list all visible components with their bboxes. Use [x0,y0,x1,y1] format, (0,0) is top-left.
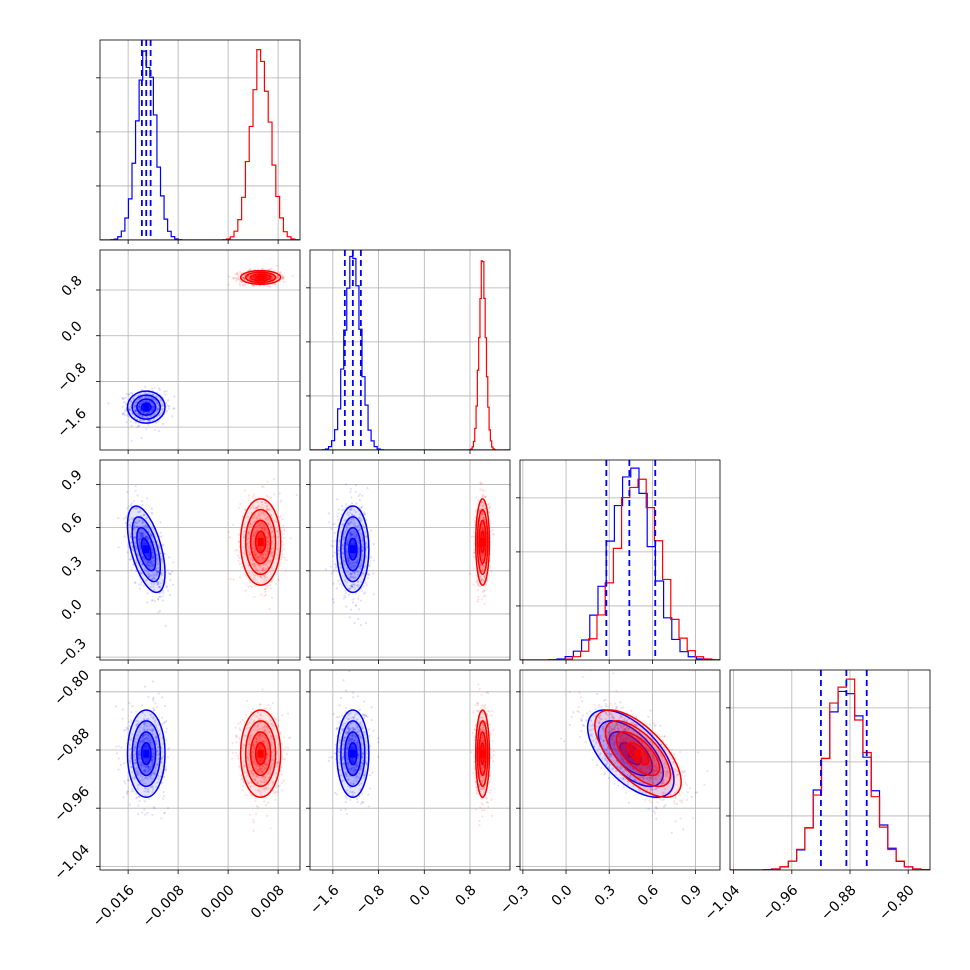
scatter-series-0 [114,680,171,820]
panel-content [107,264,294,442]
axes-frame [99,249,301,451]
axes-frame [519,459,721,661]
histogram-series-1 [310,260,510,450]
x-tick-label: 0.0 [407,882,434,909]
y-tick-label: 0.8 [59,273,86,300]
panel-content [520,460,720,660]
x-tick-label: 0.008 [248,882,288,922]
density-peak [257,749,264,758]
histogram-series-0 [100,50,300,240]
y-tick-label: 0.0 [59,318,86,345]
scatter-series-0 [327,670,380,816]
y-tick-label: 0.9 [59,467,86,494]
density-peak [349,749,356,758]
y-tick-label: −0.88 [51,725,93,767]
panel-content [310,250,510,450]
y-tick-label: −0.8 [55,360,90,395]
panel-3-3: −1.04 −0.96 −0.88 −0.80 [702,669,931,924]
density-peak [479,749,486,758]
axes-frame [729,669,931,871]
histogram-series-0 [520,467,720,660]
x-tick-label: 0.0 [549,882,576,909]
x-tick-label: −0.016 [90,882,138,930]
scatter-series-1 [470,683,495,827]
y-tick-label: 0.0 [59,597,86,624]
density-peak [349,545,356,554]
x-tick-label: −0.008 [140,882,188,930]
histogram-series-0 [310,255,510,450]
scatter-series-1 [469,481,495,605]
axes-frame [99,39,301,241]
panel-content [117,478,298,627]
x-tick-label: 0.3 [592,882,619,909]
panel-0-0 [96,39,301,244]
panel-2-2 [516,459,721,664]
panel-content [100,40,300,240]
panel-content [114,680,292,832]
panel-content [730,670,930,870]
scatter-series-1 [227,478,298,611]
density-peak [634,749,641,758]
x-tick-label: −0.96 [760,882,802,924]
x-tick-label: −1.04 [702,882,744,924]
axes-frame [99,459,301,661]
y-tick-label: −0.96 [51,783,93,825]
x-tick-label: −0.8 [353,882,388,917]
histogram-series-1 [100,48,300,240]
x-tick-label: 0.000 [198,882,238,922]
panel-3-2: −0.3 0.0 0.3 0.6 0.9 [497,669,721,918]
scatter-series-0 [325,483,375,627]
histogram-series-1 [520,478,720,660]
panel-2-0: −0.3 0.0 0.3 0.6 0.9 [55,459,301,671]
scatter-series-1 [227,264,294,288]
x-tick-label: −0.88 [818,882,860,924]
panel-1-1 [306,249,511,454]
axes-frame [519,669,721,871]
axes-frame [309,249,511,451]
density-peak [257,273,264,282]
panel-content [560,670,709,834]
x-tick-label: 0.9 [678,882,705,909]
density-peak [143,403,150,412]
panel-1-0: −1.6 −0.8 0.0 0.8 [55,249,301,454]
x-tick-label: 0.8 [453,882,480,909]
y-tick-label: −1.6 [55,406,90,441]
y-tick-label: 0.6 [59,510,86,537]
panel-3-0: −0.016 −0.008 0.000 0.008 −1.04 −0.96 −0.88 −0.… [51,667,301,930]
panel-2-1 [306,459,511,664]
panel-content [325,481,495,627]
axes-frame [99,669,301,871]
axes-frame [309,669,511,871]
density-peak [257,538,264,547]
scatter-series-1 [568,670,709,820]
density-peak [479,538,486,547]
axes-frame [309,459,511,661]
density-peak [143,545,150,554]
y-tick-label: −0.3 [55,636,90,671]
y-tick-label: −0.80 [51,667,93,709]
y-tick-label: 0.3 [59,553,86,580]
scatter-series-0 [117,485,175,627]
x-tick-label: −0.3 [497,882,532,917]
panel-content [327,670,495,827]
x-tick-label: −0.80 [876,882,918,924]
x-tick-label: −1.6 [307,882,342,917]
panel-3-1: −1.6 −0.8 0.0 0.8 [306,669,511,918]
y-tick-label: −1.04 [51,842,93,884]
scatter-series-0 [107,385,176,442]
scatter-series-1 [231,688,292,832]
x-tick-label: 0.6 [635,882,662,909]
density-peak [143,749,150,758]
